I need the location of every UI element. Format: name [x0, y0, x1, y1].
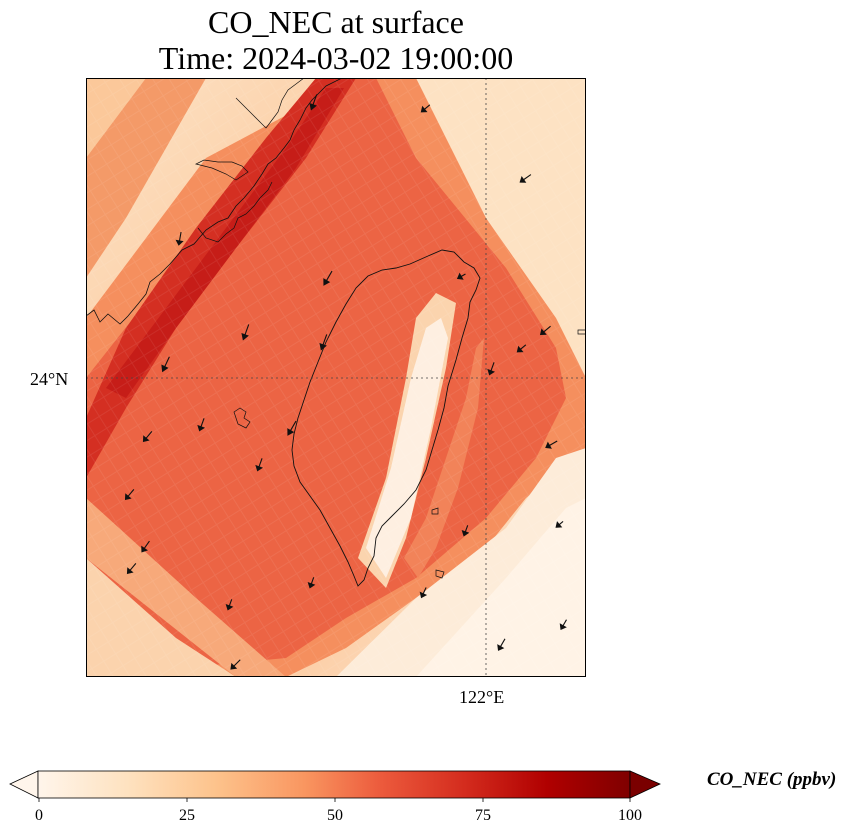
- colorbar-tick-label: 25: [179, 807, 195, 824]
- latitude-label: 24°N: [30, 369, 69, 389]
- wind-arrow: [241, 324, 250, 341]
- map-panel: [86, 78, 586, 677]
- east-islet: [577, 329, 586, 335]
- colorbar-gradient: [37, 770, 631, 799]
- wind-arrow: [126, 563, 137, 575]
- map-title-line-1: CO_NEC at surface: [208, 4, 464, 40]
- wind-arrow: [197, 418, 206, 432]
- wind-arrow: [456, 272, 466, 280]
- mainland-inlet-1: [194, 159, 249, 181]
- wind-arrow: [255, 458, 264, 472]
- concentration-map: [86, 78, 586, 677]
- wind-arrow: [420, 104, 431, 113]
- colorbar: [9, 770, 661, 802]
- wind-arrow: [225, 599, 234, 611]
- wind-arrow: [307, 577, 316, 589]
- colorbar-tick-label: 75: [475, 807, 491, 824]
- wind-arrow: [161, 356, 170, 373]
- wind-arrows: [124, 94, 567, 670]
- mainland-inlet-3: [197, 181, 273, 243]
- wind-arrow: [141, 540, 150, 553]
- colorbar-extend-high: [629, 770, 661, 799]
- map-border: [86, 78, 586, 677]
- wind-arrow: [309, 94, 318, 111]
- wind-arrow: [124, 489, 135, 501]
- wind-arrow: [142, 431, 153, 443]
- mainland-coastline: [86, 78, 343, 325]
- colorbar-tick-label: 0: [35, 807, 43, 824]
- wind-arrow: [419, 587, 428, 599]
- wind-arrow: [497, 638, 506, 651]
- colorbar-extend-low: [9, 770, 39, 799]
- wind-arrow: [461, 525, 470, 537]
- taiwan-coastline: [291, 249, 481, 587]
- map-title-line-2: Time: 2024-03-02 19:00:00: [158, 40, 514, 76]
- mainland-inlet-2: [235, 78, 305, 129]
- penghu-islands: [233, 407, 251, 429]
- longitude-label: 122°E: [459, 687, 505, 707]
- colorbar-tick-label: 50: [327, 807, 343, 824]
- wind-arrow: [230, 659, 241, 670]
- colorbar-tick-label: 100: [618, 807, 642, 824]
- wind-arrow: [487, 362, 496, 376]
- orchid-island: [435, 569, 445, 579]
- colorbar-label: CO_NEC (ppbv): [707, 769, 837, 790]
- wind-arrow: [545, 440, 558, 449]
- wind-arrow: [539, 325, 551, 336]
- green-island: [431, 507, 439, 515]
- wind-arrow: [519, 174, 532, 183]
- wind-arrow: [175, 231, 184, 246]
- wind-arrow: [287, 420, 297, 436]
- wind-arrow: [516, 344, 527, 353]
- wind-arrow: [323, 270, 333, 286]
- wind-arrow: [319, 334, 328, 351]
- wind-arrow: [559, 619, 567, 630]
- wind-arrow: [555, 521, 564, 528]
